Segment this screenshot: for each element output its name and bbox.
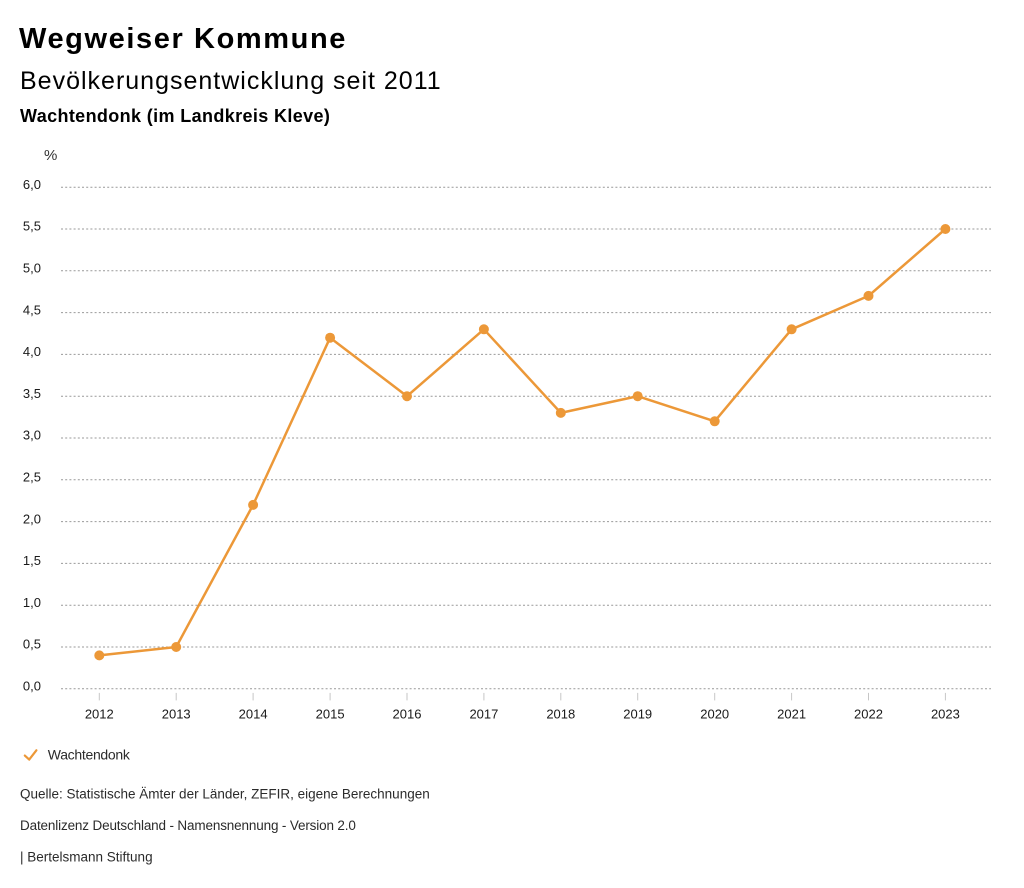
svg-text:3,5: 3,5 [23,386,41,401]
svg-text:2016: 2016 [393,706,422,721]
svg-text:Datenlizenz Deutschland - Name: Datenlizenz Deutschland - Namensnennung … [20,818,356,833]
svg-text:2013: 2013 [162,706,191,721]
svg-text:2018: 2018 [546,706,575,721]
svg-text:2023: 2023 [931,706,960,721]
svg-text:3,0: 3,0 [23,428,41,443]
svg-text:2,0: 2,0 [23,511,41,526]
svg-text:Bevölkerungsentwicklung seit 2: Bevölkerungsentwicklung seit 2011 [20,67,442,95]
svg-text:| Bertelsmann Stiftung: | Bertelsmann Stiftung [20,850,153,865]
svg-text:6,0: 6,0 [23,177,41,192]
svg-text:0,5: 0,5 [23,637,41,652]
svg-text:1,5: 1,5 [23,553,41,568]
svg-text:2015: 2015 [316,706,345,721]
svg-text:0,0: 0,0 [23,679,41,694]
svg-text:4,0: 4,0 [23,344,41,359]
svg-text:2,5: 2,5 [23,470,41,485]
svg-text:2020: 2020 [700,706,729,721]
svg-text:2012: 2012 [85,706,114,721]
svg-text:2017: 2017 [469,706,498,721]
svg-text:Wachtendonk: Wachtendonk [48,747,131,763]
svg-text:1,0: 1,0 [23,595,41,610]
svg-text:4,5: 4,5 [23,302,41,317]
svg-text:2014: 2014 [239,706,268,721]
svg-text:2019: 2019 [623,706,652,721]
svg-text:2021: 2021 [777,706,806,721]
svg-text:2022: 2022 [854,706,883,721]
svg-text:Quelle: Statistische Ämter der: Quelle: Statistische Ämter der Länder, Z… [20,787,430,802]
svg-text:5,5: 5,5 [23,219,41,234]
svg-text:Wegweiser Kommune: Wegweiser Kommune [19,23,347,55]
svg-text:%: % [44,147,57,164]
svg-text:5,0: 5,0 [23,261,41,276]
svg-text:Wachtendonk (im Landkreis Klev: Wachtendonk (im Landkreis Kleve) [20,106,330,126]
